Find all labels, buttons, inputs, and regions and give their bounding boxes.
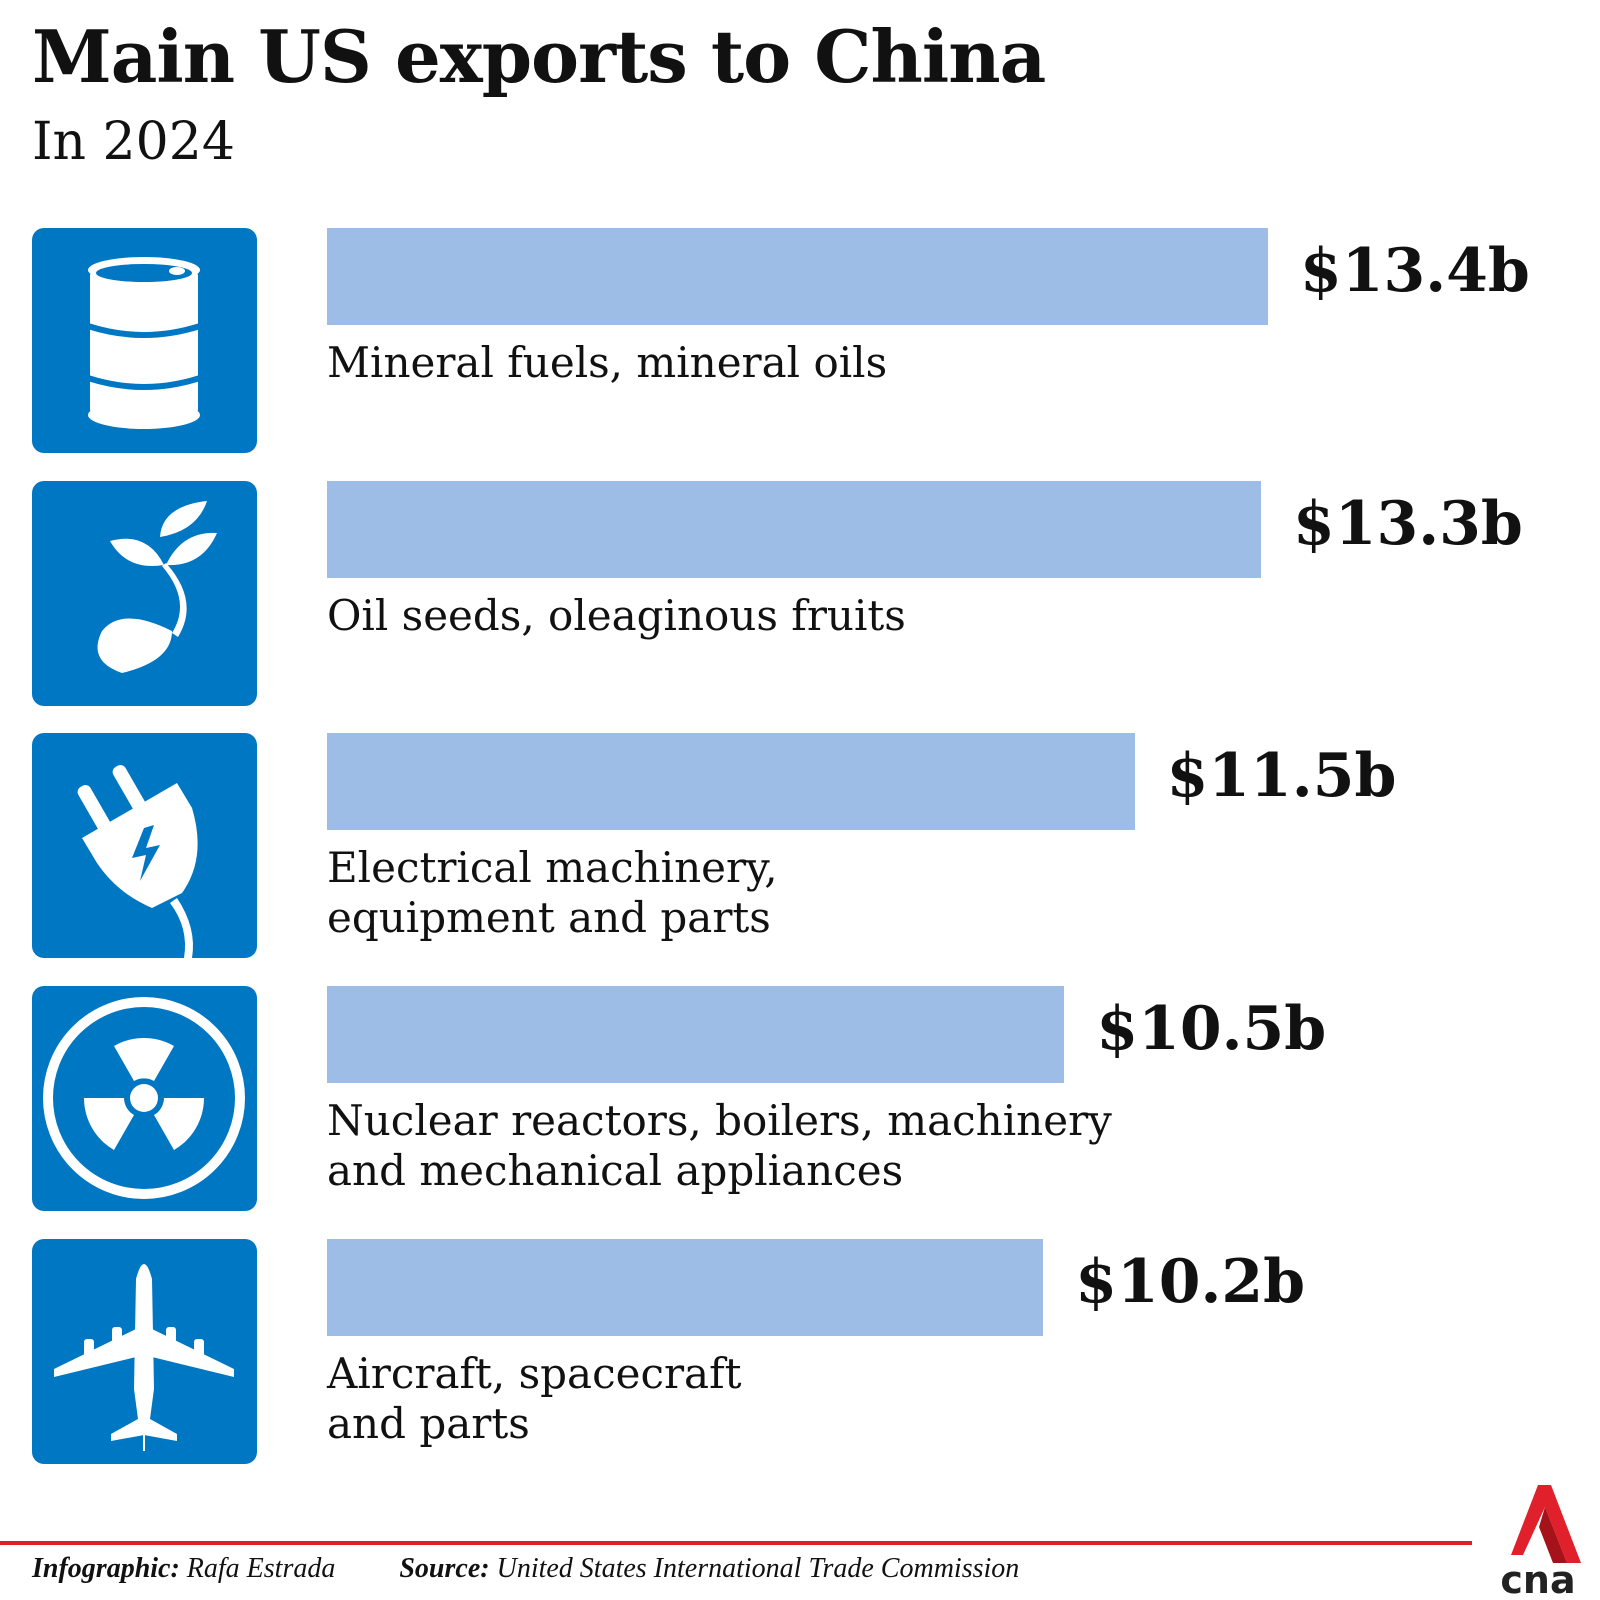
- source-label: Source:: [399, 1553, 490, 1584]
- category-icon-box: [32, 986, 257, 1211]
- bar: [327, 481, 1261, 578]
- bar: [327, 1239, 1044, 1336]
- bar: [327, 228, 1268, 325]
- bar: [327, 733, 1135, 830]
- category-label: Nuclear reactors, boilers, machinery and…: [327, 1096, 1112, 1195]
- airplane-icon: [54, 1264, 234, 1451]
- seedling-icon: [97, 501, 217, 673]
- chart-row: $10.2b Aircraft, spacecraft and parts: [0, 1239, 1600, 1464]
- footer: Infographic: Rafa Estrada Source: United…: [32, 1553, 1019, 1585]
- chart-row: $13.4b Mineral fuels, mineral oils: [0, 228, 1600, 453]
- value-label: $10.5b: [1096, 994, 1327, 1064]
- oil-barrel-icon: [87, 257, 201, 429]
- source-value: United States International Trade Commis…: [496, 1553, 1020, 1584]
- category-icon-box: [32, 733, 257, 958]
- footer-divider: [0, 1541, 1472, 1545]
- value-label: $13.3b: [1292, 489, 1523, 559]
- chart-subtitle: In 2024: [32, 112, 235, 172]
- category-label: Electrical machinery, equipment and part…: [327, 843, 778, 942]
- chart-row: $13.3b Oil seeds, oleaginous fruits: [0, 481, 1600, 706]
- credit-label: Infographic:: [32, 1553, 180, 1584]
- chart-title: Main US exports to China: [32, 14, 1046, 99]
- category-label: Oil seeds, oleaginous fruits: [327, 591, 906, 640]
- category-icon-box: [32, 1239, 257, 1464]
- category-label: Aircraft, spacecraft and parts: [327, 1349, 742, 1448]
- category-icon-box: [32, 228, 257, 453]
- value-label: $10.2b: [1075, 1247, 1306, 1317]
- category-label: Mineral fuels, mineral oils: [327, 338, 888, 387]
- chart-row: $10.5b Nuclear reactors, boilers, machine…: [0, 986, 1600, 1211]
- value-label: $11.5b: [1166, 741, 1397, 811]
- bar: [327, 986, 1065, 1083]
- electric-plug-icon: [77, 765, 198, 958]
- chart-row: $11.5b Electrical machinery, equipment an…: [0, 733, 1600, 958]
- category-icon-box: [32, 481, 257, 706]
- svg-text:cna: cna: [1500, 1558, 1575, 1595]
- credit-value: Rafa Estrada: [186, 1553, 336, 1584]
- cna-logo: cna: [1500, 1485, 1581, 1595]
- radiation-icon: [43, 997, 245, 1199]
- value-label: $13.4b: [1300, 236, 1530, 306]
